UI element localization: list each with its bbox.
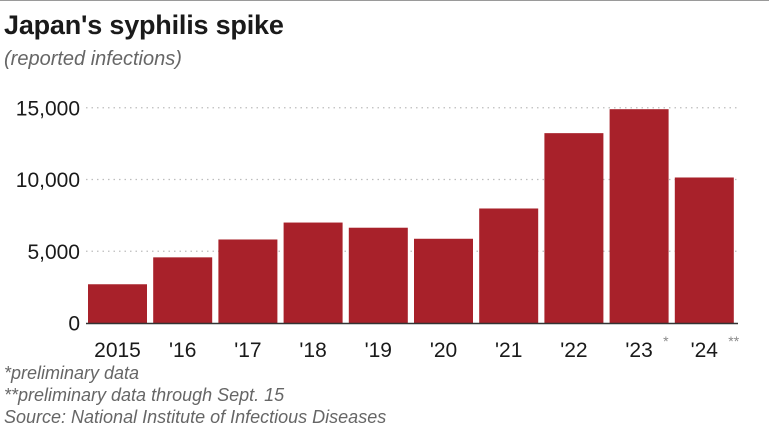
x-tick-label: '20 [430,339,457,362]
x-tick-label: '18 [299,339,326,362]
bar [153,257,213,323]
footnote-preliminary: *preliminary data [4,363,140,383]
bar [348,227,408,323]
source-note: Source: National Institute of Infectious… [4,407,387,427]
bar [414,238,473,323]
x-tick-label: '21 [495,339,522,362]
x-tick-label: '23 [625,339,652,362]
x-tick-label: '16 [169,339,196,362]
x-tick-label: '17 [234,339,261,362]
y-tick-label: 15,000 [16,97,80,120]
bar [479,208,539,323]
bar [283,222,343,323]
chart-title: Japan's syphilis spike [4,10,284,40]
footnote-through-sept: **preliminary data through Sept. 15 [4,385,285,405]
x-tick-footnote-mark: ** [728,333,739,349]
y-tick-label: 0 [68,313,80,336]
bar [88,284,147,323]
footnotes: *preliminary data **preliminary data thr… [4,362,386,428]
x-tick-label: '24 [691,339,719,362]
x-tick-footnote-mark: * [663,333,669,349]
chart-subtitle: (reported infections) [4,48,182,70]
y-tick-label: 10,000 [16,169,80,192]
x-tick-label: '19 [365,339,392,362]
bar [674,177,734,323]
top-border [0,0,769,1]
bar [609,109,669,323]
y-tick-label: 5,000 [27,241,80,264]
bar [218,239,278,323]
bar [544,133,604,323]
x-tick-label: '22 [560,339,587,362]
x-tick-label: 2015 [94,339,141,362]
